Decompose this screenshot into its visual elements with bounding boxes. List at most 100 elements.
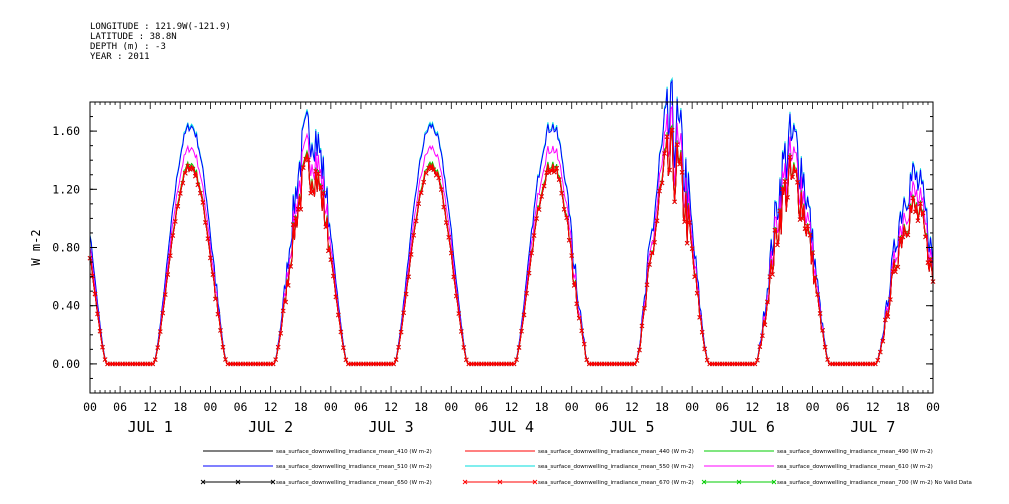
series-point <box>787 154 793 160</box>
series-point <box>298 207 304 212</box>
series-point <box>456 311 462 316</box>
series-point <box>190 166 196 172</box>
day-label: JUL 6 <box>730 418 775 436</box>
y-tick-label: 0.00 <box>52 357 80 371</box>
x-tick-label: 12 <box>866 400 880 414</box>
axes-layer: 0.00 0.40 0.80 1.20 1.60 W m-2 00 06 12 18 00 06 12 1… <box>29 101 940 436</box>
x-tick-label: 06 <box>474 400 488 414</box>
series-point <box>220 344 226 350</box>
series-point <box>662 151 667 156</box>
series-point <box>278 330 283 336</box>
series-point <box>915 218 921 223</box>
series-point <box>408 252 414 257</box>
y-tick-label: 1.60 <box>52 124 80 138</box>
series-point <box>765 299 770 305</box>
series-point <box>403 291 409 297</box>
series-point <box>90 273 95 279</box>
series-point <box>872 361 878 367</box>
series-point <box>925 260 931 265</box>
day-label: JUL 7 <box>850 418 895 436</box>
series-point <box>566 237 572 243</box>
legend-marker <box>200 479 206 485</box>
series-point <box>393 357 399 362</box>
series-point <box>632 361 637 367</box>
series-point <box>446 234 452 240</box>
series-point <box>697 315 702 320</box>
series-point <box>777 208 783 214</box>
series-point <box>770 272 775 277</box>
series-point <box>318 184 324 190</box>
series-point <box>654 218 660 224</box>
series-point <box>895 264 901 270</box>
series-point <box>644 282 650 288</box>
series-point <box>780 186 785 192</box>
series-point <box>178 191 183 196</box>
series-line-0 <box>89 128 934 365</box>
x-tick-label: 12 <box>143 400 157 414</box>
series-point <box>659 180 665 186</box>
series-point <box>165 272 171 277</box>
series-point <box>760 333 765 339</box>
series-point <box>428 166 434 172</box>
series-point <box>672 199 677 205</box>
series-point <box>569 253 575 258</box>
series-point <box>451 274 457 280</box>
series-markers-7 <box>87 127 936 367</box>
series-point <box>157 329 163 334</box>
series-point <box>918 201 923 206</box>
series-point <box>423 171 429 176</box>
x-tick-label: 00 <box>203 400 217 414</box>
series-point <box>556 177 562 182</box>
series-point <box>704 357 710 363</box>
series-point <box>905 232 911 238</box>
series-line-7 <box>89 128 934 365</box>
series-point <box>223 357 228 362</box>
series-point <box>516 345 522 350</box>
series-point <box>923 234 928 240</box>
series-point <box>416 201 421 207</box>
series-point <box>95 311 100 317</box>
series-point <box>785 195 790 200</box>
series-point <box>210 272 216 277</box>
series-point <box>692 274 697 280</box>
series-point <box>308 190 314 196</box>
series-point <box>815 292 820 297</box>
series-point <box>817 311 823 316</box>
series-point <box>531 233 537 238</box>
series-point <box>160 310 166 316</box>
series-point <box>775 242 780 248</box>
series-point <box>893 269 898 275</box>
day-label: JUL 5 <box>609 418 654 436</box>
x-tick-label: 06 <box>113 400 127 414</box>
series-point <box>406 274 411 280</box>
legend-label: sea_surface_downwelling_irradiance_mean_… <box>777 464 933 470</box>
series-point <box>321 190 326 196</box>
series-point <box>536 207 542 212</box>
series-point <box>664 134 670 139</box>
x-tick-label: 06 <box>715 400 729 414</box>
plot-frame <box>89 101 934 394</box>
series-point <box>519 328 524 334</box>
x-tick-label: 18 <box>535 400 549 414</box>
series-point <box>315 171 321 177</box>
series-point <box>195 182 201 188</box>
series-point <box>574 301 580 307</box>
series-point <box>290 222 296 227</box>
series-point <box>752 361 758 367</box>
series-point <box>453 293 459 299</box>
legend-marker <box>771 479 777 485</box>
x-tick-label: 12 <box>384 400 398 414</box>
series-point <box>343 357 349 363</box>
series-point <box>398 329 404 335</box>
series-point <box>642 306 647 311</box>
series-point <box>674 142 680 148</box>
series-point <box>757 344 763 349</box>
series-point <box>97 328 103 334</box>
series-point <box>102 357 108 362</box>
series-point <box>461 345 467 350</box>
series-point <box>825 357 830 362</box>
series-point <box>459 329 464 334</box>
series-point <box>524 290 529 296</box>
series-point <box>561 207 567 212</box>
series-point <box>413 218 419 224</box>
